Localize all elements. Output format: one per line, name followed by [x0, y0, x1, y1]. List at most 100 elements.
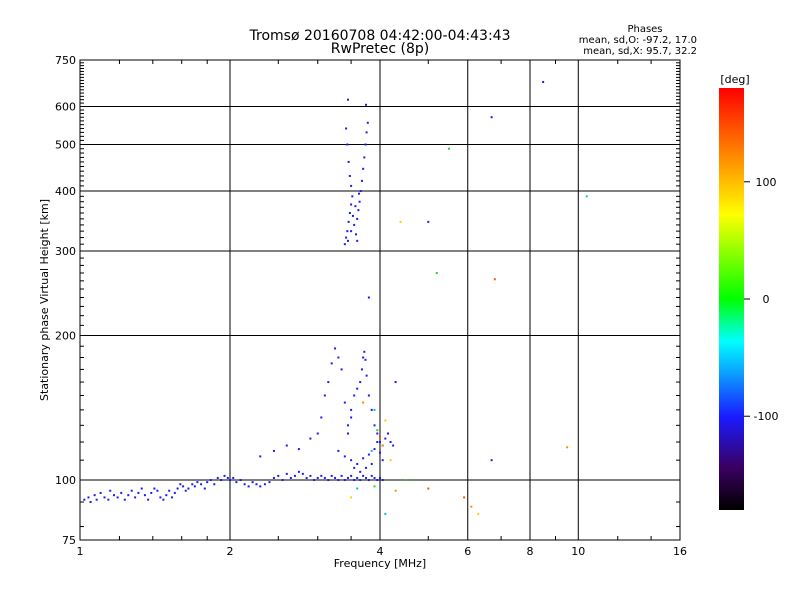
data-point — [259, 485, 262, 488]
data-point — [364, 358, 367, 361]
data-point — [327, 479, 330, 482]
data-point — [394, 489, 397, 492]
data-point — [354, 233, 357, 236]
data-point — [363, 350, 366, 353]
data-point — [348, 212, 351, 215]
data-point — [493, 278, 496, 281]
y-tick-label: 400 — [55, 185, 76, 198]
data-point — [93, 494, 96, 497]
data-point — [360, 368, 363, 371]
data-point — [365, 466, 368, 469]
data-point — [235, 481, 238, 484]
data-point — [89, 500, 92, 503]
data-point — [327, 381, 330, 384]
phases-o-stats: mean, sd,O: -97.2, 17.0 — [579, 35, 697, 46]
data-point — [376, 479, 379, 482]
data-point — [226, 476, 229, 479]
colorbar-label: [deg] — [720, 73, 749, 86]
data-point — [171, 496, 174, 499]
data-point — [435, 271, 438, 274]
data-point — [362, 457, 365, 460]
data-point — [360, 179, 363, 182]
data-point — [216, 476, 219, 479]
data-point — [223, 474, 226, 477]
data-point — [346, 230, 349, 233]
data-point — [370, 408, 373, 411]
y-tick-label: 500 — [55, 139, 76, 152]
data-point — [345, 236, 348, 239]
data-point — [364, 143, 367, 146]
y-tick-label: 200 — [55, 330, 76, 343]
data-point — [356, 462, 359, 465]
data-point — [247, 485, 250, 488]
data-point — [193, 485, 196, 488]
data-point — [243, 483, 246, 486]
data-point — [184, 489, 187, 492]
data-point — [297, 470, 300, 473]
data-point — [334, 476, 337, 479]
data-point — [112, 494, 115, 497]
phases-title: Phases — [627, 24, 662, 35]
data-point — [359, 190, 362, 193]
data-point — [365, 103, 368, 106]
data-point — [357, 192, 360, 195]
data-point — [191, 483, 194, 486]
colorbar — [719, 88, 744, 510]
data-point — [353, 394, 356, 397]
grid-lines — [80, 60, 680, 540]
data-point — [99, 491, 102, 494]
data-point — [162, 498, 165, 501]
data-point — [365, 374, 368, 377]
data-points — [83, 80, 588, 515]
data-point — [542, 80, 545, 83]
data-point — [350, 496, 353, 499]
data-point — [370, 449, 373, 452]
data-point — [477, 512, 480, 515]
data-point — [566, 446, 569, 449]
data-point — [179, 483, 182, 486]
data-point — [376, 432, 379, 435]
y-tick-label: 100 — [55, 474, 76, 487]
y-axis-label: Stationary phase Virtual Height [km] — [38, 199, 51, 401]
data-point — [379, 435, 381, 438]
data-point — [268, 481, 271, 484]
y-tick-label: 600 — [55, 101, 76, 114]
data-point — [350, 203, 353, 206]
data-point — [367, 296, 370, 299]
data-point — [347, 220, 350, 223]
data-point — [309, 437, 312, 440]
data-point — [330, 362, 333, 365]
data-point — [381, 444, 384, 447]
y-tick-label: 750 — [55, 54, 76, 67]
y-tick-label: 300 — [55, 245, 76, 258]
data-point — [394, 381, 397, 384]
data-point — [353, 479, 356, 482]
data-point — [289, 476, 292, 479]
data-point — [251, 481, 254, 484]
data-point — [348, 174, 351, 177]
data-point — [362, 474, 365, 477]
data-point — [320, 416, 323, 419]
data-point — [123, 498, 126, 501]
data-point — [159, 496, 162, 499]
data-point — [83, 498, 86, 501]
data-point — [263, 483, 266, 486]
data-point — [384, 512, 387, 515]
y-tick-label: 75 — [62, 534, 76, 547]
data-point — [343, 401, 346, 404]
data-point — [165, 494, 168, 497]
data-point — [350, 230, 353, 233]
data-point — [585, 195, 588, 198]
data-point — [293, 474, 296, 477]
data-point — [334, 347, 337, 350]
data-point — [239, 479, 242, 482]
data-point — [370, 462, 373, 465]
data-point — [350, 184, 353, 187]
data-point — [347, 160, 350, 163]
data-point — [316, 432, 319, 435]
data-point — [353, 223, 356, 226]
data-point — [277, 474, 280, 477]
data-point — [363, 156, 366, 159]
data-point — [272, 476, 275, 479]
data-point — [346, 432, 349, 435]
